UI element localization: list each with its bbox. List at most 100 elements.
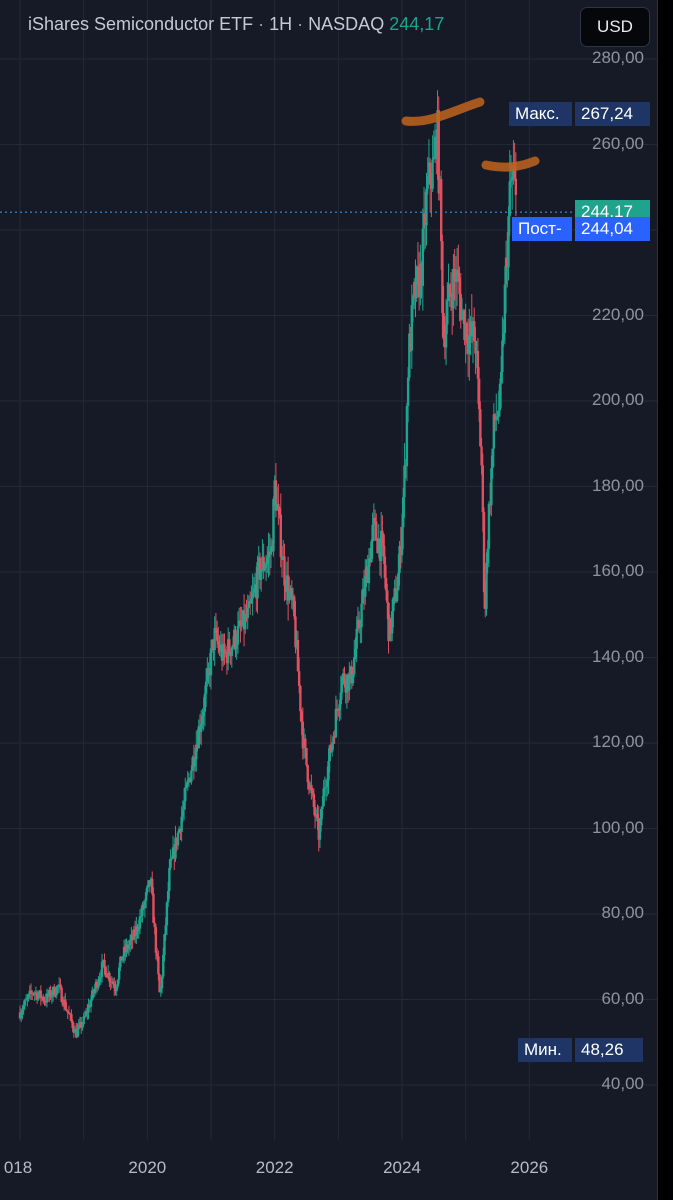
candle-down xyxy=(217,640,220,645)
candle-down xyxy=(109,981,112,983)
currency-button[interactable]: USD xyxy=(580,7,650,47)
candle-down xyxy=(154,927,158,953)
candle-up xyxy=(487,503,491,549)
candle-down xyxy=(113,983,116,989)
candle-up xyxy=(273,480,276,499)
candle-down xyxy=(482,512,486,593)
candle-down xyxy=(31,992,34,994)
candle-up xyxy=(345,674,349,693)
candle-up xyxy=(121,956,125,961)
chart-area[interactable]: iShares Semiconductor ETF · 1H · NASDAQ … xyxy=(0,0,658,1200)
candle-up xyxy=(240,625,243,627)
candle-up xyxy=(27,994,30,998)
candle-down xyxy=(514,178,518,196)
candle-up xyxy=(351,674,355,684)
candle-down xyxy=(218,644,221,652)
candle-up xyxy=(340,677,344,693)
candle-down xyxy=(151,878,154,894)
candle-down xyxy=(32,993,35,995)
candle-down xyxy=(416,266,420,268)
candle-down xyxy=(71,1021,74,1029)
candle-up xyxy=(177,828,181,833)
candle-up xyxy=(475,350,478,354)
candle-down xyxy=(72,1028,76,1034)
candle-down xyxy=(43,1000,46,1002)
candle-up xyxy=(510,177,514,181)
candle-up xyxy=(508,181,511,217)
candle-down xyxy=(465,323,469,344)
candle-up xyxy=(398,546,401,574)
candle-down xyxy=(255,584,258,599)
candle-up xyxy=(326,780,329,787)
candle-down xyxy=(384,577,388,591)
candle-down xyxy=(179,828,182,832)
candle-down xyxy=(35,992,39,1000)
candle-up xyxy=(269,546,273,555)
candle-up xyxy=(408,333,411,378)
candle-up xyxy=(163,934,166,955)
candle-down xyxy=(428,162,432,185)
candle-up xyxy=(164,925,167,935)
candle-up xyxy=(391,611,394,634)
candle-up xyxy=(372,517,376,525)
candle-up xyxy=(211,639,214,649)
candle-up xyxy=(353,657,356,675)
candle-down xyxy=(441,241,444,314)
candle-down xyxy=(409,333,412,351)
candle-up xyxy=(302,738,306,749)
candle-up xyxy=(460,310,464,320)
candle-up xyxy=(426,176,429,189)
candle-down xyxy=(378,538,382,561)
candle-down xyxy=(313,807,317,817)
candle-up xyxy=(213,627,216,651)
candle-up xyxy=(393,588,396,598)
candle-up xyxy=(197,726,200,749)
candle-down xyxy=(214,627,218,630)
candle-up xyxy=(40,997,44,999)
candle-down xyxy=(242,610,246,630)
candle-up xyxy=(503,284,507,334)
candle-up xyxy=(127,944,131,950)
candle-up xyxy=(168,867,171,891)
candle-up xyxy=(166,890,170,903)
candle-up xyxy=(318,825,322,840)
candle-down xyxy=(417,266,421,298)
candle-down xyxy=(29,990,33,993)
candle-down xyxy=(414,281,417,299)
candle-down xyxy=(278,507,281,515)
candle-down xyxy=(120,956,123,961)
candle-down xyxy=(234,629,237,650)
candle-up xyxy=(328,745,331,762)
candle-up xyxy=(181,809,185,817)
candle-up xyxy=(411,296,415,306)
candle-up xyxy=(427,162,431,177)
candle-down xyxy=(382,534,385,557)
candle-down xyxy=(223,643,226,654)
candle-down xyxy=(66,1010,69,1013)
candle-up xyxy=(182,801,186,810)
candle-down xyxy=(294,616,297,648)
candle-down xyxy=(311,790,314,794)
candle-up xyxy=(264,564,268,568)
candle-up xyxy=(263,567,267,571)
candle-up xyxy=(492,414,496,449)
candle-up xyxy=(89,999,93,1007)
candle-up xyxy=(496,416,499,419)
candle-down xyxy=(175,837,178,846)
candle-down xyxy=(435,137,438,159)
interval-label[interactable]: 1H xyxy=(269,14,293,34)
candle-up xyxy=(433,137,437,157)
candle-down xyxy=(305,747,308,766)
candle-up xyxy=(377,538,380,553)
candle-up xyxy=(395,590,399,602)
candle-up xyxy=(367,558,371,584)
candle-up xyxy=(455,269,459,282)
candle-up xyxy=(51,987,55,996)
candle-up xyxy=(219,645,222,652)
candle-up xyxy=(319,809,323,826)
price-chart[interactable] xyxy=(0,0,657,1200)
candle-up xyxy=(355,628,358,649)
candle-up xyxy=(115,985,118,992)
candle-up xyxy=(349,666,352,674)
candle-up xyxy=(425,188,428,226)
